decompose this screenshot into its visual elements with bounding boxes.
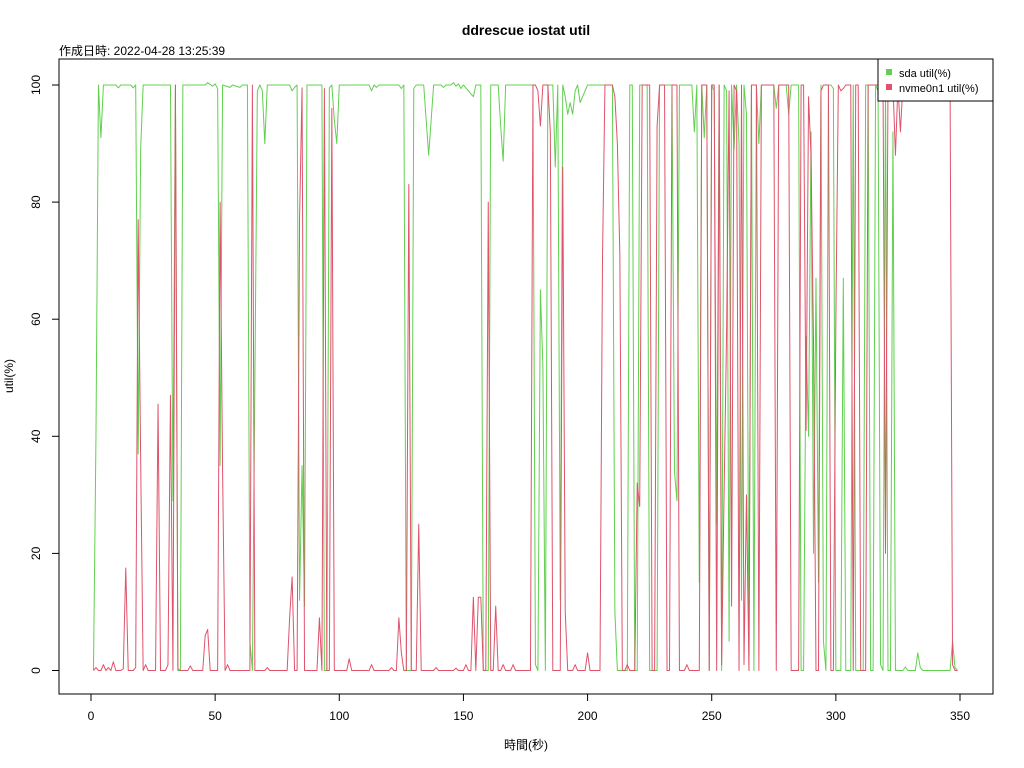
legend-label-sda: sda util(%) [899, 68, 951, 80]
legend: sda util(%) nvme0n1 util(%) [877, 58, 994, 102]
x-tick-label: 150 [453, 709, 473, 723]
series-lines [92, 82, 958, 671]
x-tick-label: 200 [578, 709, 598, 723]
x-tick-label: 50 [208, 709, 222, 723]
y-axis: 0 20 40 60 80 100 [29, 75, 60, 674]
x-axis: 0 50 100 150 200 250 300 350 [88, 693, 970, 723]
legend-box [877, 58, 994, 102]
y-tick-label: 40 [29, 429, 43, 443]
chart-title: ddrescue iostat util [462, 22, 590, 38]
legend-swatch-sda [886, 69, 892, 75]
x-tick-label: 0 [88, 709, 95, 723]
y-tick-label: 100 [29, 75, 43, 95]
y-tick-label: 0 [29, 667, 43, 674]
x-tick-label: 100 [329, 709, 349, 723]
y-tick-label: 60 [29, 312, 43, 326]
series-line-1 [93, 84, 958, 671]
legend-label-nvme0n1: nvme0n1 util(%) [899, 83, 978, 95]
legend-swatch-nvme0n1 [886, 84, 892, 90]
series-line-0 [92, 82, 958, 671]
x-tick-label: 350 [950, 709, 970, 723]
x-tick-label: 250 [702, 709, 722, 723]
y-axis-label: util(%) [2, 359, 16, 393]
x-tick-label: 300 [826, 709, 846, 723]
y-tick-label: 20 [29, 546, 43, 560]
y-tick-label: 80 [29, 195, 43, 209]
chart-subtitle: 作成日時: 2022-04-28 13:25:39 [59, 44, 225, 58]
x-axis-label: 時間(秒) [504, 738, 548, 752]
